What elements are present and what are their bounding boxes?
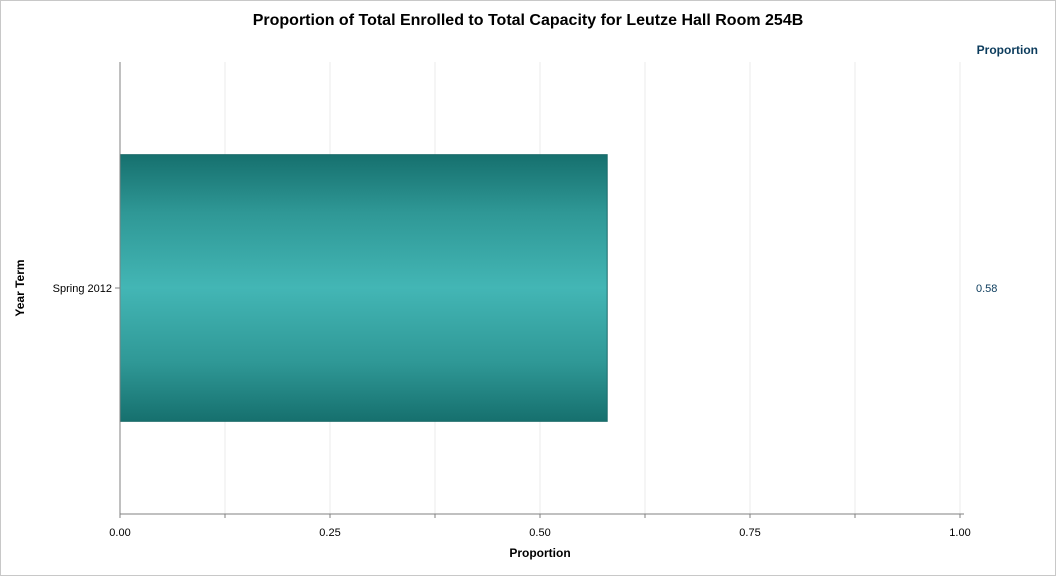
bar-value-label: 0.58 bbox=[976, 283, 997, 295]
x-axis-label: Proportion bbox=[509, 546, 571, 560]
x-tick-label: 0.25 bbox=[319, 527, 340, 539]
x-tick-label: 0.75 bbox=[739, 527, 760, 539]
x-tick-label: 0.50 bbox=[529, 527, 550, 539]
x-tick-label: 1.00 bbox=[949, 527, 970, 539]
x-tick-label: 0.00 bbox=[109, 527, 130, 539]
stat-column-header: Proportion bbox=[976, 43, 1038, 57]
bar bbox=[119, 154, 608, 422]
chart-title: Proportion of Total Enrolled to Total Ca… bbox=[252, 12, 804, 29]
y-tick-label: Spring 2012 bbox=[53, 283, 112, 295]
